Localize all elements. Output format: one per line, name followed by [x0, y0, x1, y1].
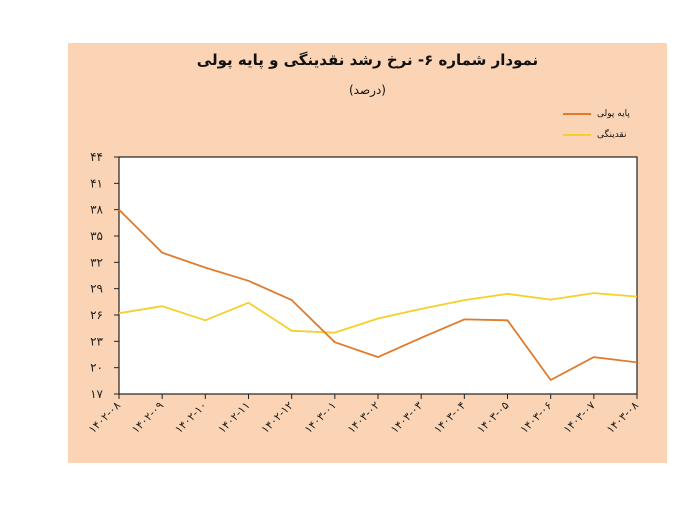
y-tick-label: ۳۲ [90, 255, 103, 269]
y-axis: ۴۴ ۴۱ ۳۸ ۳۵ ۳۲ ۲۹ ۲۶ ۲۳ ۲۰ ۱۷ [90, 150, 119, 401]
x-tick-label: ۱۴۰۲-۱۰ [172, 399, 209, 436]
y-tick-label: ۳۵ [90, 229, 103, 243]
y-tick-label: ۱۷ [90, 387, 103, 401]
y-tick-label: ۲۶ [90, 308, 103, 322]
y-tick-label: ۳۸ [90, 203, 103, 217]
series-line [118, 209, 638, 381]
x-tick-label: ۱۴۰۳-۰۲ [345, 399, 382, 436]
legend-item-monetary-base: پایه پولی [563, 109, 630, 119]
legend-swatch-liquidity [563, 134, 591, 136]
legend-label: نقدینگی [597, 130, 627, 140]
y-tick-label: ۲۹ [90, 282, 103, 296]
legend-item-liquidity: نقدینگی [563, 130, 626, 140]
y-tick-label: ۴۴ [90, 150, 103, 164]
legend-swatch-monetary-base [563, 113, 591, 115]
x-tick-label: ۱۴۰۲-۰۸ [86, 399, 123, 436]
x-tick-label: ۱۴۰۳-۰۵ [475, 399, 512, 436]
series-line [118, 292, 638, 334]
chart-subtitle: (درصد) [349, 83, 386, 97]
chart-title: نمودار شماره ۶- نرخ رشد نقدینگی و پایه پ… [196, 51, 539, 69]
x-tick-label: ۱۴۰۳-۰۶ [518, 399, 555, 436]
plot-area [118, 156, 638, 395]
x-tick-label: ۱۴۰۳-۰۷ [561, 399, 598, 436]
legend-label: پایه پولی [597, 109, 630, 119]
y-tick-label: ۲۰ [90, 361, 103, 375]
x-tick-label: ۱۴۰۲-۱۲ [259, 399, 296, 436]
x-tick-label: ۱۴۰۳-۰۱ [302, 399, 339, 436]
x-tick-label: ۱۴۰۳-۰۸ [604, 399, 641, 436]
x-tick-label: ۱۴۰۳-۰۴ [431, 399, 468, 436]
y-tick-label: ۲۳ [90, 334, 103, 348]
x-tick-label: ۱۴۰۲-۰۹ [129, 399, 166, 436]
x-axis: ۱۴۰۲-۰۸ ۱۴۰۲-۰۹ ۱۴۰۲-۱۰ ۱۴۰۲-۱۱ ۱۴۰۲-۱۲ ۱۴۰۳-… [86, 394, 641, 436]
y-tick-label: ۴۱ [90, 176, 103, 190]
x-tick-label: ۱۴۰۲-۱۱ [216, 399, 253, 436]
x-tick-label: ۱۴۰۳-۰۳ [388, 399, 425, 436]
series-lines [118, 209, 638, 381]
